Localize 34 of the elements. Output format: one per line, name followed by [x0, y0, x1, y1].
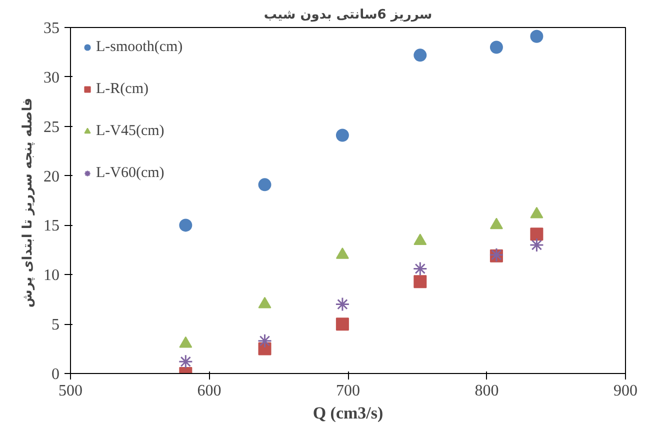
legend-label: L-V60(cm): [96, 164, 164, 182]
y-tick-label: 30: [44, 69, 60, 86]
y-axis-title: فاصله پنجه سرریز تا ابتدای پرش: [20, 98, 36, 308]
y-tick-label: 15: [44, 218, 60, 235]
x-tick-label: 500: [58, 382, 82, 400]
point: [530, 228, 544, 241]
point: [414, 48, 427, 62]
x-axis-title: Q (cm3/s): [312, 404, 384, 422]
point: [530, 30, 544, 43]
y-tick-label: 25: [44, 118, 60, 136]
point: [414, 275, 427, 288]
x-tick-label: 800: [474, 382, 499, 400]
point: [335, 297, 350, 312]
x-tick-label: 900: [614, 382, 638, 400]
y-tick-label: 20: [44, 168, 60, 186]
point: [258, 178, 272, 192]
legend-label: L-R(cm): [96, 80, 148, 98]
legend-label: L-V45(cm): [96, 122, 164, 140]
y-tick-label: 35: [44, 20, 60, 37]
point: [336, 128, 349, 142]
point: [258, 334, 272, 348]
point: [490, 40, 503, 54]
chart-title: سرریز 6سانتی بدون شیب: [264, 8, 432, 22]
point: [179, 218, 192, 232]
legend-label: L-smooth(cm): [96, 38, 183, 56]
point: [529, 238, 544, 252]
point: [178, 354, 193, 369]
point: [336, 318, 349, 331]
y-tick-label: 0: [52, 366, 60, 383]
y-tick-label: 5: [52, 316, 60, 334]
x-tick-label: 600: [197, 382, 222, 400]
point: [412, 261, 428, 276]
x-tick-label: 700: [336, 382, 360, 400]
y-tick-label: 10: [44, 267, 60, 284]
